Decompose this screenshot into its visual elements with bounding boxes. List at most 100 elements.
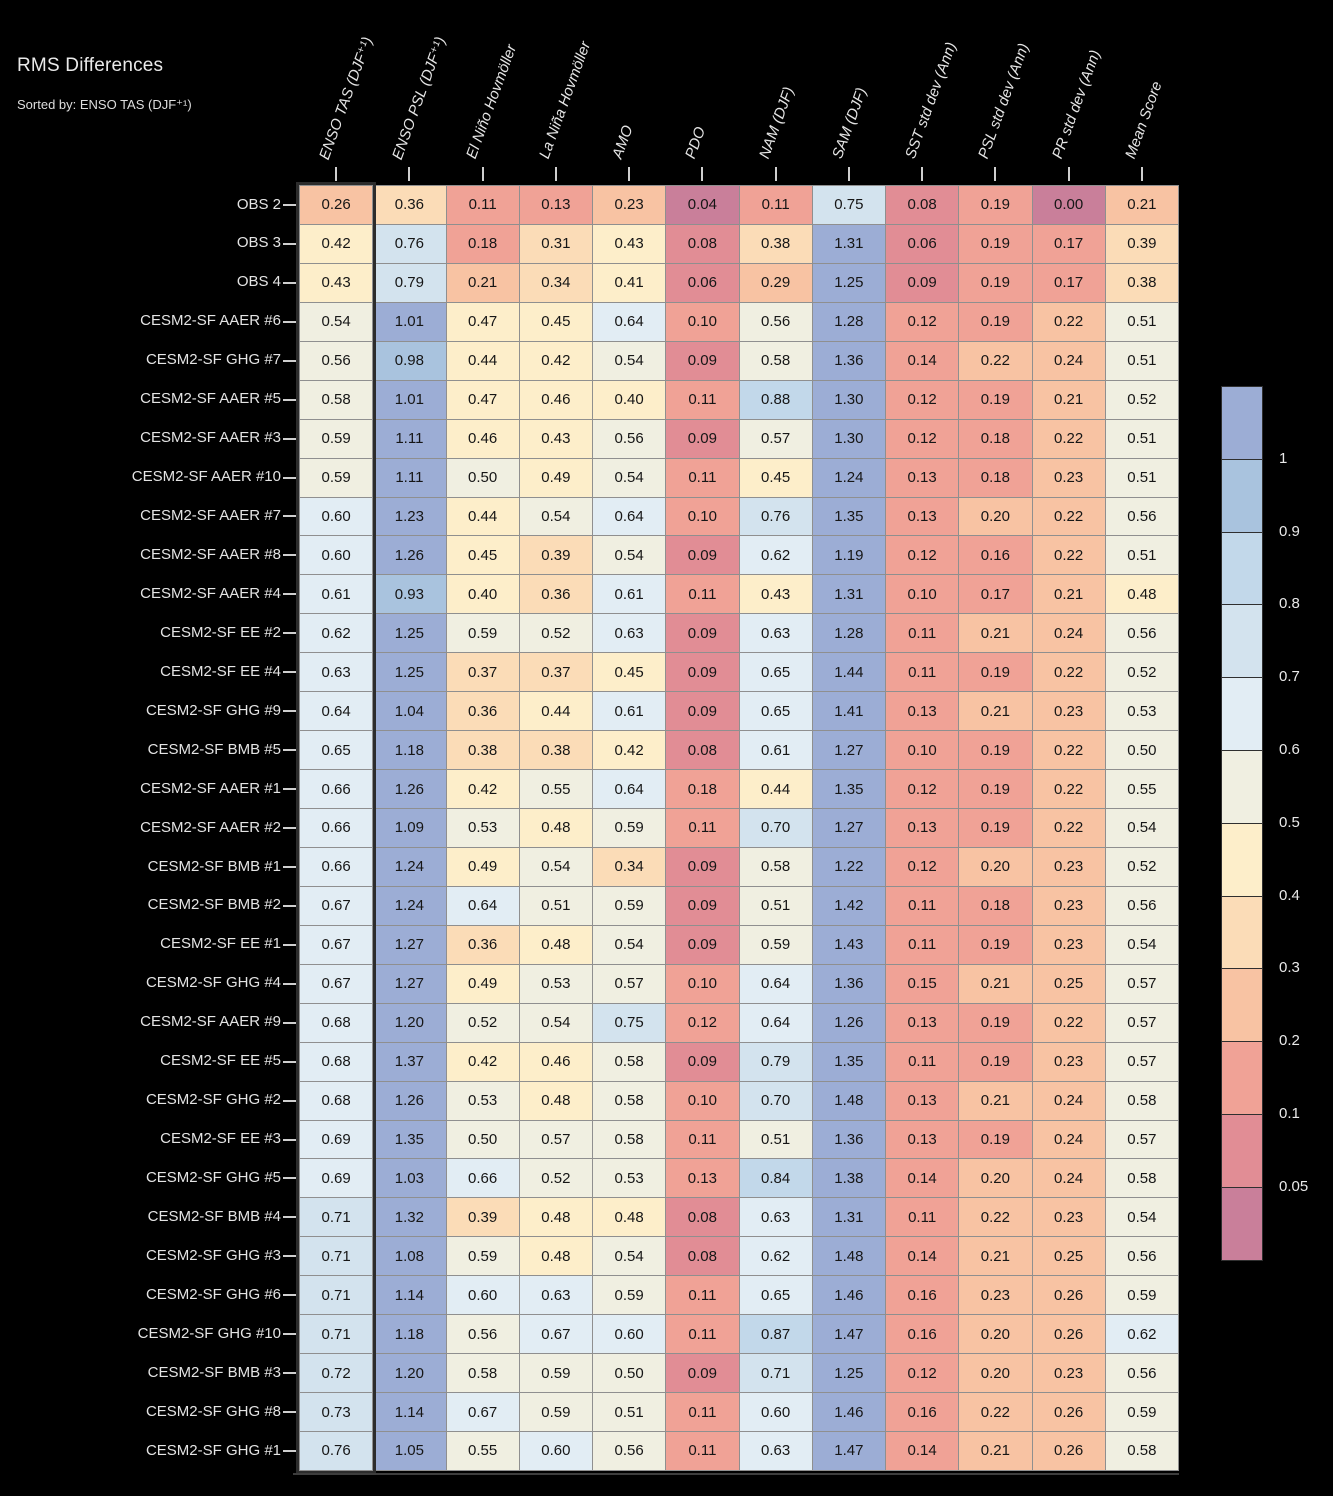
heatmap-cell: 0.48 bbox=[519, 1237, 592, 1276]
heatmap-cell: 0.09 bbox=[666, 341, 739, 380]
row-tick bbox=[283, 1294, 297, 1297]
heatmap-cell: 0.11 bbox=[666, 1120, 739, 1159]
heatmap-cell: 0.47 bbox=[446, 380, 519, 419]
heatmap-cell: 0.09 bbox=[666, 419, 739, 458]
column-header-label: PR std dev (Ann) bbox=[1048, 47, 1104, 161]
heatmap-cell: 1.26 bbox=[373, 770, 446, 808]
heatmap-cell: 0.29 bbox=[739, 263, 812, 302]
heatmap-cell: 0.56 bbox=[1105, 614, 1178, 653]
heatmap-cell: 0.58 bbox=[739, 341, 812, 380]
heatmap-cell: 1.37 bbox=[373, 1042, 446, 1081]
row-tick bbox=[283, 281, 297, 284]
row-label: CESM2-SF AAER #5 bbox=[140, 390, 281, 408]
heatmap-cell: 0.60 bbox=[739, 1393, 812, 1431]
row-label: CESM2-SF GHG #7 bbox=[145, 351, 281, 369]
heatmap-cell: 0.39 bbox=[446, 1198, 519, 1237]
colorbar-segment bbox=[1222, 1187, 1262, 1260]
heatmap-cell: 0.65 bbox=[300, 731, 373, 770]
heatmap-cell: 0.23 bbox=[959, 1276, 1032, 1315]
heatmap-cell: 0.65 bbox=[739, 1276, 812, 1315]
heatmap-cell: 0.19 bbox=[959, 186, 1032, 224]
heatmap-cell: 0.64 bbox=[593, 770, 666, 808]
heatmap-cell: 0.10 bbox=[666, 964, 739, 1003]
heatmap-cell: 0.63 bbox=[300, 653, 373, 692]
heatmap-cell: 0.76 bbox=[373, 224, 446, 263]
heatmap-cell: 0.16 bbox=[886, 1393, 959, 1431]
heatmap-cell: 0.21 bbox=[959, 614, 1032, 653]
row-tick bbox=[283, 904, 297, 907]
heatmap-cell: 0.40 bbox=[593, 380, 666, 419]
heatmap-cell: 0.63 bbox=[593, 614, 666, 653]
row-label: CESM2-SF GHG #2 bbox=[145, 1091, 281, 1109]
column-header-label: NAM (DJF) bbox=[755, 84, 798, 161]
heatmap-cell: 0.11 bbox=[886, 886, 959, 925]
heatmap-cell: 0.10 bbox=[666, 497, 739, 536]
heatmap-cell: 0.26 bbox=[1032, 1393, 1105, 1431]
heatmap-cell: 0.54 bbox=[1105, 1198, 1178, 1237]
heatmap-cell: 1.48 bbox=[812, 1237, 885, 1276]
heatmap-cell: 0.52 bbox=[1105, 380, 1178, 419]
heatmap-cell: 0.56 bbox=[593, 1432, 666, 1470]
column-tick bbox=[1067, 167, 1070, 181]
column-header-label: La Niña Hovmöller bbox=[535, 39, 595, 161]
heatmap-cell: 0.54 bbox=[1105, 925, 1178, 964]
heatmap-cell: 0.19 bbox=[959, 380, 1032, 419]
heatmap-cell: 0.16 bbox=[886, 1276, 959, 1315]
column-header-label: AMO bbox=[609, 123, 637, 161]
heatmap-cell: 0.58 bbox=[593, 1042, 666, 1081]
heatmap-cell: 0.56 bbox=[1105, 497, 1178, 536]
heatmap-cell: 0.09 bbox=[666, 614, 739, 653]
heatmap-cell: 1.27 bbox=[812, 809, 885, 847]
heatmap-cell: 0.13 bbox=[886, 1003, 959, 1042]
row-tick bbox=[283, 827, 297, 829]
heatmap-cell: 0.51 bbox=[1105, 341, 1178, 380]
heatmap-cell: 1.23 bbox=[373, 497, 446, 536]
colorbar-segment bbox=[1222, 678, 1262, 750]
column-tick bbox=[994, 167, 997, 181]
heatmap-cell: 0.23 bbox=[1032, 1042, 1105, 1081]
row-label: OBS 2 bbox=[236, 195, 281, 213]
heatmap-cell: 0.06 bbox=[886, 224, 959, 263]
colorbar-tick-label: 0.8 bbox=[1279, 595, 1300, 613]
heatmap-cell: 0.64 bbox=[446, 886, 519, 925]
heatmap-cell: 0.76 bbox=[739, 497, 812, 536]
heatmap-cell: 0.48 bbox=[1105, 575, 1178, 614]
heatmap-cell: 0.23 bbox=[593, 186, 666, 224]
heatmap-cell: 0.31 bbox=[519, 224, 592, 263]
heatmap-cell: 0.54 bbox=[593, 536, 666, 575]
heatmap-cell: 0.19 bbox=[959, 224, 1032, 263]
heatmap-cell: 0.34 bbox=[593, 847, 666, 886]
row-label: CESM2-SF AAER #1 bbox=[140, 779, 281, 797]
heatmap-cell: 0.42 bbox=[593, 731, 666, 770]
heatmap-cell: 1.20 bbox=[373, 1354, 446, 1393]
colorbar-segment bbox=[1222, 605, 1262, 678]
heatmap-cell: 0.20 bbox=[959, 847, 1032, 886]
heatmap-cell: 0.47 bbox=[446, 302, 519, 341]
heatmap-cell: 1.04 bbox=[373, 692, 446, 731]
heatmap-cell: 0.58 bbox=[1105, 1081, 1178, 1120]
heatmap-cell: 0.10 bbox=[666, 302, 739, 341]
colorbar-tick-label: 0.9 bbox=[1279, 522, 1300, 540]
heatmap-cell: 0.56 bbox=[300, 341, 373, 380]
heatmap-cell: 0.57 bbox=[1105, 964, 1178, 1003]
column-tick bbox=[554, 167, 557, 181]
heatmap-cell: 0.56 bbox=[739, 302, 812, 341]
row-label: CESM2-SF AAER #3 bbox=[140, 429, 281, 447]
heatmap-cell: 0.51 bbox=[1105, 302, 1178, 341]
heatmap-cell: 0.22 bbox=[1032, 302, 1105, 341]
heatmap-cell: 0.56 bbox=[1105, 1354, 1178, 1393]
heatmap-cell: 0.59 bbox=[593, 809, 666, 847]
heatmap-cell: 1.24 bbox=[373, 847, 446, 886]
heatmap-cell: 0.79 bbox=[739, 1042, 812, 1081]
heatmap-cell: 0.11 bbox=[886, 614, 959, 653]
row-tick bbox=[283, 1411, 297, 1414]
column-header-label: SAM (DJF) bbox=[828, 85, 871, 161]
heatmap-cell: 0.57 bbox=[1105, 1120, 1178, 1159]
heatmap-cell: 1.28 bbox=[812, 302, 885, 341]
heatmap-cell: 0.55 bbox=[1105, 770, 1178, 808]
colorbar-tick-label: 0.2 bbox=[1279, 1032, 1300, 1050]
heatmap-cell: 0.43 bbox=[593, 224, 666, 263]
heatmap-cell: 0.58 bbox=[1105, 1432, 1178, 1470]
heatmap-cell: 0.71 bbox=[300, 1315, 373, 1354]
heatmap-cell: 1.25 bbox=[373, 653, 446, 692]
